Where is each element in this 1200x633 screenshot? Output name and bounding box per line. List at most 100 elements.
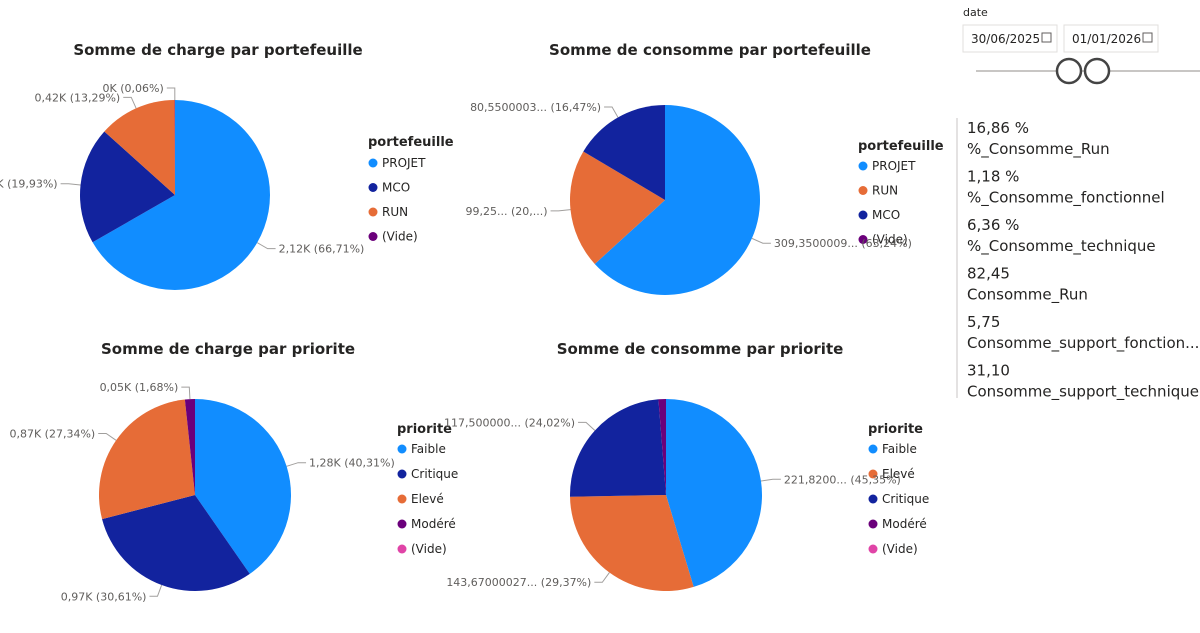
data-label: 309,3500009... (63,24%)	[774, 237, 912, 250]
calendar-icons	[1041, 32, 1153, 43]
legend-item: MCO	[382, 181, 410, 195]
legend-swatch	[397, 544, 407, 554]
slider-handle[interactable]	[1055, 57, 1083, 85]
chart-title: Somme de consomme par priorite	[557, 340, 844, 358]
legend-item: PROJET	[382, 156, 426, 170]
leader-line	[578, 421, 596, 431]
pie-slice	[569, 151, 665, 264]
legend-swatch	[868, 494, 878, 504]
card-value: 82,45	[967, 265, 1010, 283]
pie-slice	[79, 131, 175, 243]
card-label: %_Consomme_Run	[967, 140, 1110, 159]
card-value: 31,10	[967, 362, 1010, 380]
leader-line	[123, 96, 137, 109]
legend-swatch	[868, 444, 878, 454]
card-label: Consomme_support_technique	[967, 383, 1199, 402]
data-label: 0,63K (19,93%)	[0, 178, 58, 191]
leader-line	[181, 386, 191, 400]
leader-line	[286, 462, 307, 467]
leader-line	[760, 478, 781, 482]
pie-slice	[658, 399, 666, 495]
legend-item: PROJET	[872, 159, 916, 173]
data-label: 2,12K (66,71%)	[279, 243, 365, 256]
legend-swatch	[368, 183, 378, 192]
data-label: 1,28K (40,31%)	[309, 457, 395, 470]
data-label: 0,05K (1,68%)	[100, 381, 179, 394]
data-label: 0K (0,06%)	[103, 82, 164, 95]
leader-line	[751, 237, 771, 244]
legend-swatch	[397, 494, 407, 504]
chart-title: Somme de consomme par portefeuille	[549, 41, 871, 59]
pie-slice	[99, 399, 195, 520]
legend-swatch	[868, 544, 878, 554]
legend-title: priorite	[868, 422, 923, 437]
legend-item: Faible	[411, 442, 446, 456]
legend-item: (Vide)	[411, 542, 447, 556]
legend-swatch	[397, 519, 407, 529]
leader-line	[166, 87, 176, 101]
card-label: Consomme_support_fonction...	[967, 334, 1199, 353]
legend-swatch	[868, 519, 878, 529]
pie-slice	[92, 100, 271, 291]
legend-swatch	[368, 232, 378, 241]
leader-line	[256, 242, 276, 250]
data-label: 221,8200... (45,35%)	[784, 473, 901, 486]
pie-slice	[594, 105, 760, 295]
pie-slice	[583, 105, 665, 200]
legend-item: Critique	[882, 492, 929, 506]
pie-slice	[102, 495, 250, 591]
legend-item: (Vide)	[882, 542, 918, 556]
leader-line	[60, 183, 81, 186]
legend-item: RUN	[382, 205, 408, 219]
date-end-box[interactable]	[1063, 24, 1159, 53]
chart-title: Somme de charge par portefeuille	[73, 41, 362, 59]
legend-swatch	[397, 469, 407, 479]
date-end: 01/01/2026	[1072, 32, 1141, 46]
data-label: 0,87K (27,34%)	[9, 428, 95, 441]
card-value: 6,36 %	[967, 216, 1019, 234]
legend-swatch	[858, 235, 868, 244]
leader-line	[98, 433, 117, 441]
date-start: 30/06/2025	[971, 32, 1040, 46]
legend-title: portefeuille	[858, 139, 944, 154]
pie-slice	[570, 399, 666, 497]
legend-item: Elevé	[882, 467, 915, 481]
card-label: Consomme_Run	[967, 286, 1088, 305]
legend-item: (Vide)	[382, 230, 418, 244]
leader-line	[604, 106, 619, 118]
card-value: 16,86 %	[967, 119, 1029, 137]
data-label: 0,97K (30,61%)	[61, 590, 147, 603]
data-label: 99,25... (20,...)	[466, 205, 548, 218]
slider-handle[interactable]	[1083, 57, 1111, 85]
legend-item: (Vide)	[872, 233, 908, 247]
pie-slice	[570, 495, 694, 591]
card-label: %_Consomme_fonctionnel	[967, 189, 1165, 208]
card-label: %_Consomme_technique	[967, 237, 1156, 256]
legend-swatch	[858, 210, 868, 220]
data-label: 80,5500003... (16,47%)	[470, 101, 601, 114]
legend-swatch	[858, 186, 868, 195]
pie-slice	[184, 399, 195, 495]
legend-swatch	[368, 207, 378, 217]
legend-swatch	[858, 161, 868, 171]
legend-swatch	[868, 469, 878, 479]
pie-slice	[104, 100, 175, 195]
legend-item: RUN	[872, 184, 898, 198]
legend-title: priorite	[397, 422, 452, 437]
data-label: 117,500000... (24,02%)	[444, 416, 575, 429]
legend-item: Elevé	[411, 492, 444, 506]
legend-item: Critique	[411, 467, 458, 481]
card-value: 1,18 %	[967, 168, 1019, 186]
card-value: 5,75	[967, 313, 1000, 331]
data-label: 0,42K (13,29%)	[35, 91, 121, 104]
chart-title: Somme de charge par priorite	[101, 340, 355, 358]
date-start-box[interactable]	[962, 24, 1058, 53]
slicer-label: date	[963, 6, 988, 19]
data-label: 143,67000027... (29,37%)	[446, 576, 591, 589]
legend-swatch	[368, 158, 378, 168]
leader-line	[149, 584, 163, 597]
leader-line	[594, 572, 610, 583]
leader-line	[550, 209, 571, 212]
legend-item: MCO	[872, 208, 900, 222]
